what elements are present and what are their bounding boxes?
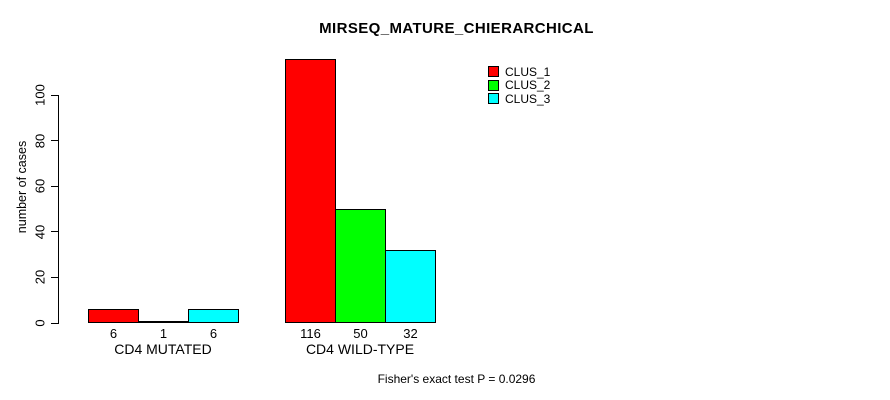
- bar-value-label: 6: [209, 326, 218, 341]
- bar-value-label: 1: [159, 326, 168, 341]
- bar-value-label: 50: [353, 326, 368, 341]
- y-tick-mark: [51, 140, 58, 142]
- y-tick-mark: [51, 94, 58, 96]
- bar-value-label: 32: [403, 326, 418, 341]
- y-tick-label: 0: [32, 319, 48, 327]
- bar-clus_2-cd4-mutated: [138, 320, 189, 323]
- y-axis-label: number of cases: [15, 140, 29, 234]
- y-tick-label: 40: [32, 224, 48, 240]
- y-tick-mark: [51, 185, 58, 187]
- legend-label-clus-3: CLUS_3: [505, 91, 551, 106]
- y-tick-mark: [51, 276, 58, 278]
- category-label-cd4-mutated: CD4 MUTATED: [114, 341, 212, 357]
- legend-label-clus-2: CLUS_2: [505, 78, 551, 93]
- bar-clus_1-cd4-wild-type: [285, 59, 336, 323]
- legend-row-clus-1: CLUS_1: [488, 65, 550, 79]
- y-tick-label: 60: [32, 179, 48, 194]
- bar-clus_2-cd4-wild-type: [335, 209, 386, 323]
- y-tick-label: 20: [32, 270, 48, 285]
- y-tick-mark: [51, 322, 58, 324]
- bar-clus_3-cd4-wild-type: [385, 250, 436, 323]
- y-tick-mark: [51, 231, 58, 233]
- y-axis-line: [58, 95, 59, 324]
- bar-clus_3-cd4-mutated: [188, 309, 239, 323]
- bar-value-label: 6: [109, 326, 118, 341]
- bar-clus_1-cd4-mutated: [88, 309, 139, 323]
- legend-swatch-clus-2-icon: [488, 79, 499, 91]
- y-tick-label: 80: [32, 133, 48, 149]
- legend: CLUS_1 CLUS_2 CLUS_3: [488, 65, 550, 106]
- legend-row-clus-3: CLUS_3: [488, 92, 550, 106]
- legend-row-clus-2: CLUS_2: [488, 79, 550, 93]
- y-tick-label: 100: [32, 84, 48, 107]
- legend-swatch-clus-3-icon: [488, 93, 499, 105]
- legend-label-clus-1: CLUS_1: [505, 64, 551, 79]
- legend-swatch-clus-1-icon: [488, 66, 499, 78]
- category-label-cd4-wild-type: CD4 WILD-TYPE: [305, 341, 415, 357]
- bar-value-label: 116: [300, 326, 321, 341]
- fisher-test-annotation: Fisher's exact test P = 0.0296: [377, 372, 536, 386]
- chart-title: MIRSEQ_MATURE_CHIERARCHICAL: [319, 20, 594, 37]
